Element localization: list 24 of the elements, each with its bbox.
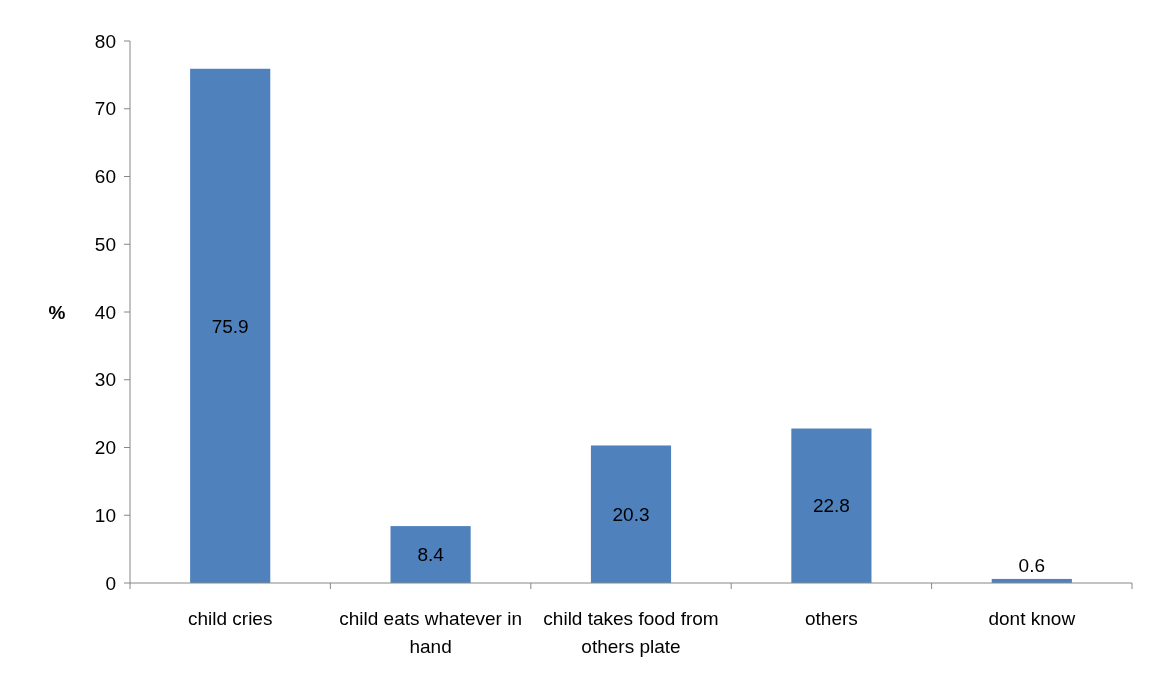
- bar: [590, 445, 672, 583]
- bar: [390, 526, 471, 583]
- y-tick-label: 70: [94, 98, 116, 120]
- x-tick-label: child takes food from others plate: [543, 608, 719, 657]
- bar: [791, 428, 872, 583]
- y-tick-label: 30: [94, 369, 116, 391]
- x-tick-label: child cries: [187, 608, 273, 629]
- data-label: 22.8: [812, 495, 850, 517]
- y-tick-label: 20: [94, 437, 116, 459]
- y-axis-title: %: [48, 301, 66, 323]
- y-tick-label: 80: [94, 30, 116, 52]
- y-tick-label: 50: [94, 233, 116, 255]
- x-tick-label: dont know: [988, 608, 1076, 629]
- y-tick-label: 40: [94, 301, 116, 323]
- data-label: 0.6: [1018, 554, 1046, 576]
- x-tick-label: child eats whatever in hand: [339, 608, 522, 657]
- data-label: 8.4: [417, 544, 445, 566]
- y-tick-label: 60: [94, 166, 116, 188]
- data-label: 75.9: [211, 315, 249, 337]
- y-tick-label: 10: [94, 504, 116, 526]
- x-tick-label: others: [804, 608, 858, 629]
- data-label: 20.3: [612, 503, 650, 525]
- bar: [190, 68, 271, 583]
- y-tick-label: 0: [105, 572, 116, 594]
